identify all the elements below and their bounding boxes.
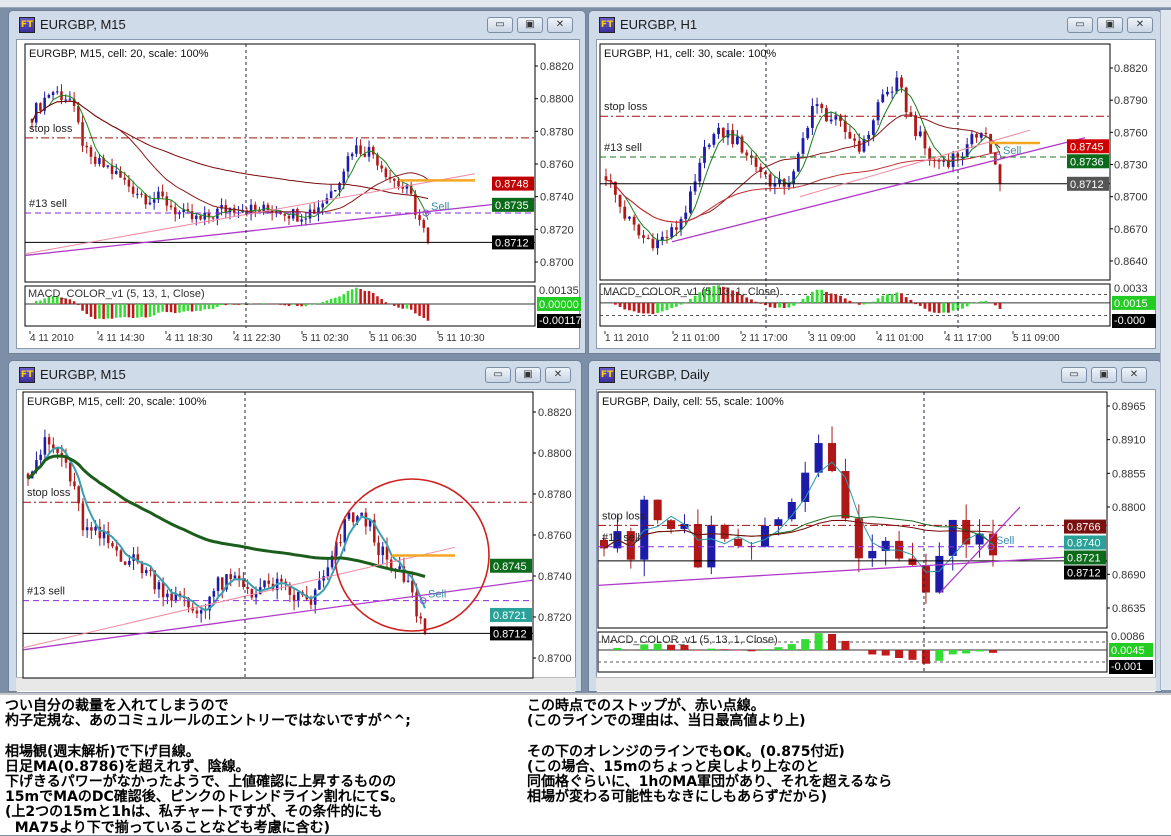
close-button[interactable]: ✕ — [1121, 367, 1147, 383]
window-title: EURGBP, M15 — [40, 367, 126, 382]
chart-window-eurgbp-m15-top[interactable]: FT EURGBP, M15 ▭ ▣ ✕ — [8, 10, 586, 354]
horizontal-scrollbar[interactable] — [596, 677, 1156, 691]
window-titlebar[interactable]: FT EURGBP, M15 ▭ ▣ ✕ — [9, 11, 585, 39]
comment-left-column: つい自分の裁量を入れてしまうので杓子定規な、あのコミュルールのエントリーではない… — [5, 699, 411, 836]
minimize-button[interactable]: ▭ — [487, 17, 513, 33]
minimize-button[interactable]: ▭ — [1067, 17, 1093, 33]
chart-window-eurgbp-daily[interactable]: FT EURGBP, Daily ▭ ▣ ✕ — [588, 360, 1162, 692]
maximize-button[interactable]: ▣ — [517, 17, 543, 33]
comment-line: 相場観(週末解析)で下げ目線。 — [5, 745, 411, 760]
chart-area[interactable] — [596, 39, 1156, 349]
comment-text-area: つい自分の裁量を入れてしまうので杓子定規な、あのコミュルールのエントリーではない… — [0, 693, 1171, 835]
vertical-scrollbar[interactable] — [1160, 10, 1171, 690]
window-titlebar[interactable]: FT EURGBP, Daily ▭ ▣ ✕ — [589, 361, 1161, 389]
toolbar-strip — [0, 0, 1171, 8]
maximize-button[interactable]: ▣ — [515, 367, 541, 383]
chart-window-eurgbp-h1[interactable]: FT EURGBP, H1 ▭ ▣ ✕ — [588, 10, 1162, 354]
window-title: EURGBP, Daily — [620, 367, 709, 382]
app-icon: FT — [599, 17, 615, 33]
comment-line: 相場が変わる可能性もなきにしもあらずだから) — [527, 790, 892, 805]
comment-line: 日足MA(0.8786)を超えれず、陰線。 — [5, 760, 411, 775]
chart-area[interactable] — [16, 39, 580, 349]
window-title: EURGBP, H1 — [620, 17, 697, 32]
chart-area[interactable] — [596, 389, 1156, 693]
app-icon: FT — [599, 367, 615, 383]
comment-line — [5, 729, 411, 744]
app-icon: FT — [19, 17, 35, 33]
comment-line: 杓子定規な、あのコミュルールのエントリーではないですが^^; — [5, 714, 411, 729]
maximize-button[interactable]: ▣ — [1091, 367, 1117, 383]
window-titlebar[interactable]: FT EURGBP, H1 ▭ ▣ ✕ — [589, 11, 1161, 39]
comment-line: その下のオレンジのラインでもOK。(0.875付近) — [527, 745, 892, 760]
comment-line — [527, 729, 892, 744]
minimize-button[interactable]: ▭ — [1061, 367, 1087, 383]
window-title: EURGBP, M15 — [40, 17, 126, 32]
comment-line: (このラインでの理由は、当日最高値より上) — [527, 714, 892, 729]
close-button[interactable]: ✕ — [1127, 17, 1153, 33]
chart-window-eurgbp-m15-bottom[interactable]: FT EURGBP, M15 ▭ ▣ ✕ — [8, 360, 582, 692]
maximize-button[interactable]: ▣ — [1097, 17, 1123, 33]
close-button[interactable]: ✕ — [545, 367, 571, 383]
comment-line: MA75より下で揃っていることなども考慮に含む) — [5, 821, 411, 836]
comment-line: (この場合、15mのちょっと戻しより上なのと — [527, 760, 892, 775]
close-button[interactable]: ✕ — [547, 17, 573, 33]
app-icon: FT — [19, 367, 35, 383]
comment-line: 同価格ぐらいに、1hのMA軍団があり、それを超えるなら — [527, 775, 892, 790]
comment-right-column: この時点でのストップが、赤い点線。(このラインでの理由は、当日最高値より上) そ… — [527, 699, 892, 805]
horizontal-scrollbar[interactable] — [16, 677, 576, 691]
comment-line: 下げきるパワーがなかったようで、上値確認に上昇するものの — [5, 775, 411, 790]
chart-area[interactable] — [16, 389, 576, 693]
comment-line: この時点でのストップが、赤い点線。 — [527, 699, 892, 714]
minimize-button[interactable]: ▭ — [485, 367, 511, 383]
comment-line: つい自分の裁量を入れてしまうので — [5, 699, 411, 714]
window-titlebar[interactable]: FT EURGBP, M15 ▭ ▣ ✕ — [9, 361, 581, 389]
comment-line: (上2つの15mと1hは、私チャートですが、その条件的にも — [5, 805, 411, 820]
